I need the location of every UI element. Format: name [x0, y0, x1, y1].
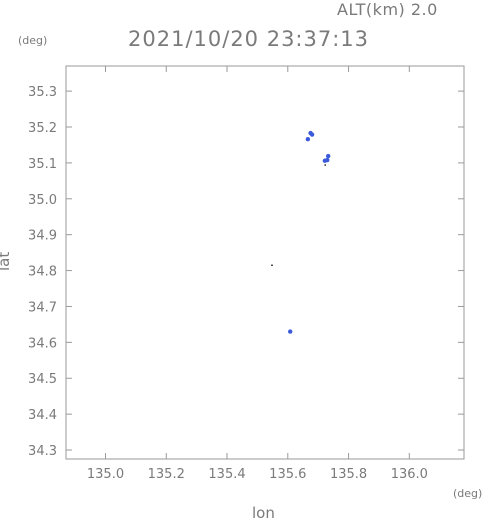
x-tick-label: 135.0 — [87, 467, 124, 482]
data-point — [288, 329, 293, 334]
y-tick-label: 35.0 — [28, 193, 57, 208]
plot-frame — [65, 65, 465, 460]
y-tick-label: 34.7 — [28, 300, 57, 315]
x-tick-label: 135.4 — [208, 467, 245, 482]
y-tick-label: 34.9 — [28, 229, 57, 244]
x-axis-label: lon — [252, 504, 275, 522]
data-point — [309, 132, 315, 137]
data-point — [325, 153, 331, 159]
x-unit-label: (deg) — [453, 487, 483, 500]
data-point — [305, 137, 311, 142]
y-tick-label: 34.3 — [28, 444, 57, 459]
y-tick-label: 34.5 — [28, 372, 57, 387]
y-tick-label: 35.3 — [28, 85, 57, 100]
timestamp-title: 2021/10/20 23:37:13 — [128, 27, 370, 51]
x-tick-label: 135.6 — [269, 467, 306, 482]
altitude-label: ALT(km) 2.0 — [337, 0, 438, 19]
y-tick-label: 35.2 — [28, 121, 57, 136]
y-unit-label: (deg) — [18, 34, 48, 47]
y-tick-label: 35.1 — [28, 157, 57, 172]
x-tick-label: 136.0 — [391, 467, 428, 482]
y-tick-label: 34.6 — [28, 336, 57, 351]
data-points — [271, 130, 331, 334]
x-tick-label: 135.8 — [330, 467, 367, 482]
y-tick-label: 34.8 — [28, 265, 57, 280]
axis-ticks: 135.0 135.2 135.4 135.6 135.8 136.0 34.3 34.4 34… — [28, 66, 464, 482]
x-tick-label: 135.2 — [148, 467, 185, 482]
y-tick-label: 34.4 — [28, 408, 57, 423]
data-point-minor — [271, 264, 273, 266]
data-point-minor — [324, 164, 326, 166]
data-point — [322, 158, 328, 163]
